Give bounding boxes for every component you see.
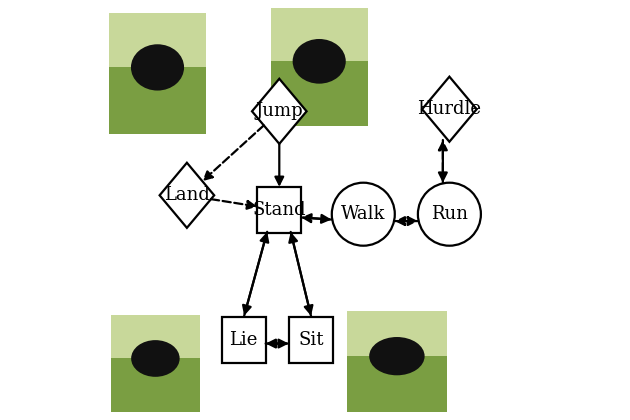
FancyArrowPatch shape: [266, 340, 286, 347]
Text: Lie: Lie: [229, 331, 258, 349]
FancyArrowPatch shape: [395, 217, 415, 225]
FancyArrowPatch shape: [289, 234, 311, 316]
FancyArrowPatch shape: [290, 232, 312, 313]
FancyBboxPatch shape: [346, 311, 447, 412]
Ellipse shape: [293, 39, 346, 84]
FancyArrowPatch shape: [439, 142, 447, 183]
Text: Walk: Walk: [341, 205, 386, 223]
FancyArrowPatch shape: [244, 234, 268, 316]
FancyBboxPatch shape: [289, 317, 333, 363]
FancyArrowPatch shape: [268, 340, 289, 347]
FancyBboxPatch shape: [112, 315, 200, 412]
FancyArrowPatch shape: [398, 217, 418, 225]
Polygon shape: [252, 79, 307, 144]
Ellipse shape: [131, 340, 180, 377]
FancyBboxPatch shape: [271, 8, 367, 61]
FancyBboxPatch shape: [222, 317, 266, 363]
FancyBboxPatch shape: [109, 13, 206, 67]
Text: Hurdle: Hurdle: [418, 100, 481, 118]
Polygon shape: [159, 163, 214, 228]
FancyArrowPatch shape: [275, 144, 284, 184]
FancyBboxPatch shape: [109, 13, 206, 134]
FancyBboxPatch shape: [346, 311, 447, 356]
FancyArrowPatch shape: [211, 199, 255, 209]
FancyArrowPatch shape: [301, 215, 329, 223]
Text: Land: Land: [164, 186, 210, 204]
Text: Stand: Stand: [253, 201, 306, 219]
Ellipse shape: [131, 44, 184, 91]
FancyArrowPatch shape: [304, 214, 331, 222]
FancyArrowPatch shape: [204, 126, 264, 179]
Ellipse shape: [369, 337, 425, 375]
Text: Sit: Sit: [298, 331, 324, 349]
FancyArrowPatch shape: [243, 232, 267, 313]
FancyArrowPatch shape: [439, 140, 447, 180]
Text: Jump: Jump: [256, 102, 303, 120]
Ellipse shape: [418, 183, 481, 246]
Text: Run: Run: [431, 205, 468, 223]
FancyBboxPatch shape: [257, 187, 301, 233]
Ellipse shape: [332, 183, 395, 246]
FancyBboxPatch shape: [271, 8, 367, 126]
FancyBboxPatch shape: [112, 315, 200, 358]
Polygon shape: [422, 76, 477, 142]
